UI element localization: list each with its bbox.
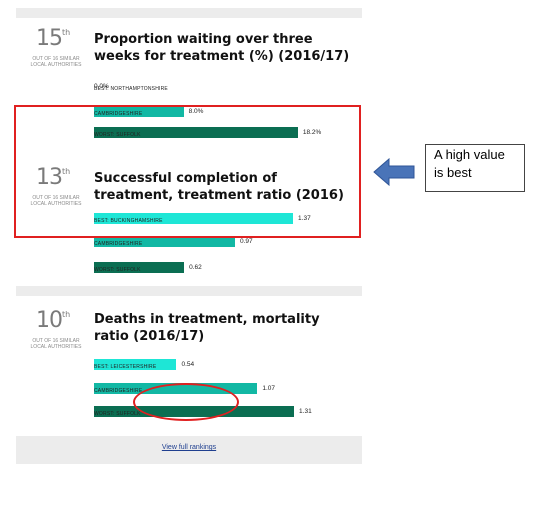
rank-subtext: OUT OF 16 SIMILAR LOCAL AUTHORITIES <box>30 195 82 207</box>
bar-label: BEST: BUCKINGHAMSHIRE <box>94 218 163 224</box>
bar-label: CAMBRIDGESHIRE <box>94 388 143 394</box>
bar-label: WORST: SUFFOLK <box>94 132 141 138</box>
bar-value: 0.97 <box>239 238 253 245</box>
rank-subtext: OUT OF 16 SIMILAR LOCAL AUTHORITIES <box>30 338 82 350</box>
callout-text: A high value is best <box>434 147 505 180</box>
bar-mid <box>94 106 184 117</box>
bar-mid <box>94 236 235 247</box>
bar-value: 1.07 <box>262 385 276 392</box>
bar-worst <box>94 127 298 138</box>
bar-label: WORST: SUFFOLK <box>94 267 141 273</box>
card-title: Proportion waiting over three weeks for … <box>94 32 350 64</box>
rank-number: 10th <box>36 308 71 333</box>
bar-label: BEST: LEICESTERSHIRE <box>94 364 157 370</box>
card-title: Successful completion of treatment, trea… <box>94 171 344 203</box>
callout-box: A high value is best <box>425 144 525 192</box>
bar-worst <box>94 262 185 273</box>
view-full-rankings-link[interactable]: View full rankings <box>161 444 217 451</box>
bar-value: 8.0% <box>188 108 204 115</box>
bar-value: 0.54 <box>181 361 195 368</box>
bar-value: 0.0% <box>94 83 109 90</box>
bar-best <box>94 359 177 370</box>
ranking-card: 15th OUT OF 16 SIMILAR LOCAL AUTHORITIES P… <box>16 18 362 151</box>
bar-label: WORST: SUFFOLK <box>94 411 141 417</box>
bar-value: 1.31 <box>299 408 312 415</box>
bar-value: 18.2% <box>302 129 322 136</box>
highlight-ellipse-annotation <box>133 383 239 421</box>
rankings-panel: 15th OUT OF 16 SIMILAR LOCAL AUTHORITIES P… <box>16 8 362 464</box>
rank-number: 15th <box>36 26 71 51</box>
bar-label: CAMBRIDGESHIRE <box>94 111 143 117</box>
ranking-card: 13th OUT OF 16 SIMILAR LOCAL AUTHORITIES S… <box>16 151 362 286</box>
rank-subtext: OUT OF 16 SIMILAR LOCAL AUTHORITIES <box>30 56 82 68</box>
bar-label: BEST: NORTHAMPTONSHIRE <box>94 86 168 92</box>
rank-number: 13th <box>36 165 71 190</box>
left-arrow-icon <box>373 158 415 186</box>
bar-value: 0.62 <box>189 264 202 271</box>
highlight-box-annotation <box>14 105 361 238</box>
bar-best <box>94 213 294 224</box>
bar-value: 1.37 <box>298 215 311 222</box>
bar-label: CAMBRIDGESHIRE <box>94 241 143 247</box>
card-title: Deaths in treatment, mortality ratio (20… <box>94 312 320 344</box>
